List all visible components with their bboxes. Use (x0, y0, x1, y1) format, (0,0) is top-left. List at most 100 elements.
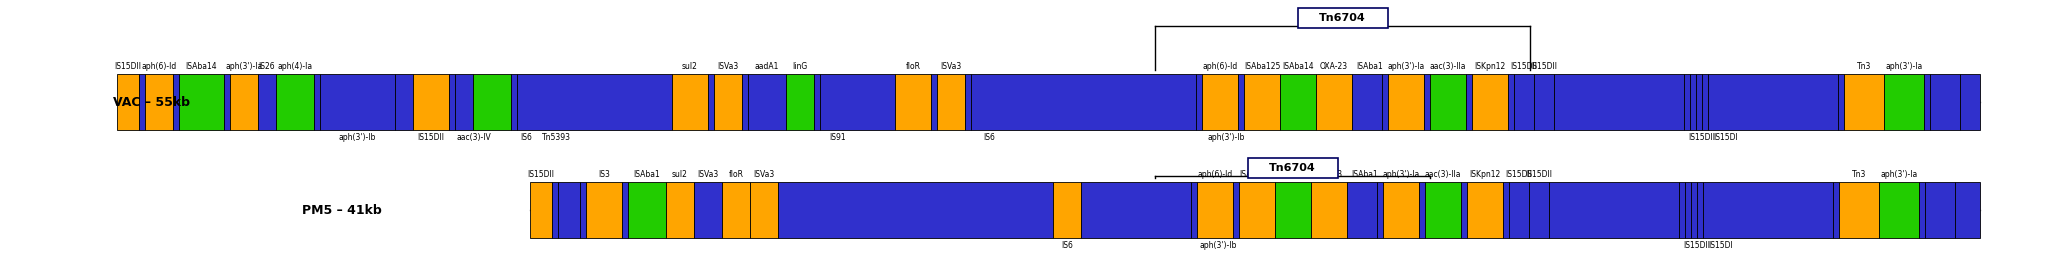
Bar (1691, 74, 1697, 130)
Bar (895, 74, 932, 130)
Bar (932, 74, 938, 130)
Text: ISKpn12: ISKpn12 (1469, 170, 1502, 179)
Bar (179, 74, 224, 130)
Bar (1467, 74, 1473, 130)
Bar (1685, 182, 1691, 238)
Bar (1697, 182, 1703, 238)
Bar (1514, 74, 1535, 130)
Bar (786, 74, 815, 130)
Bar (621, 182, 627, 238)
Text: VAC – 55kb: VAC – 55kb (113, 96, 189, 109)
Text: ISAba125: ISAba125 (1238, 170, 1275, 179)
Bar (1839, 74, 1843, 130)
Text: Tn5393: Tn5393 (541, 133, 570, 142)
Bar (673, 74, 708, 130)
Bar (1919, 182, 1925, 238)
Bar (1839, 182, 1878, 238)
Bar (714, 74, 743, 130)
Bar (1679, 182, 1685, 238)
Bar (1082, 182, 1191, 238)
Bar (1703, 182, 1833, 238)
Bar (144, 74, 173, 130)
Bar (1347, 182, 1376, 238)
Bar (1423, 74, 1430, 130)
Bar (257, 74, 276, 130)
Bar (965, 74, 971, 130)
Bar (1685, 74, 1691, 130)
Text: Tn3: Tn3 (1857, 62, 1872, 71)
Bar (1310, 182, 1347, 238)
Text: ISKpn12: ISKpn12 (1475, 62, 1506, 71)
Text: PM5 – 41kb: PM5 – 41kb (302, 204, 383, 216)
Bar (1382, 74, 1388, 130)
Text: aph(3')-Ib: aph(3')-Ib (1199, 241, 1236, 250)
Bar (1201, 74, 1238, 130)
Text: IS6: IS6 (983, 133, 996, 142)
Bar (1195, 74, 1201, 130)
Text: IS15DII: IS15DII (527, 170, 555, 179)
Text: IS15DI: IS15DI (1709, 241, 1734, 250)
Text: IS91: IS91 (829, 133, 845, 142)
Bar (821, 74, 895, 130)
Text: OXA-23: OXA-23 (1314, 170, 1343, 179)
Bar (708, 74, 714, 130)
Text: aph(4)-Ia: aph(4)-Ia (278, 62, 313, 71)
Bar (1382, 182, 1419, 238)
Text: linG: linG (792, 62, 808, 71)
Text: IS15DII: IS15DII (1526, 170, 1553, 179)
Bar (224, 74, 230, 130)
Text: floR: floR (905, 62, 919, 71)
Text: aph(3')-Ia: aph(3')-Ia (1382, 170, 1419, 179)
Bar (1238, 74, 1244, 130)
Bar (971, 74, 1195, 130)
Text: sul2: sul2 (683, 62, 697, 71)
Bar (315, 74, 321, 130)
Bar (1929, 74, 1960, 130)
Bar (815, 74, 821, 130)
Bar (1247, 158, 1337, 178)
Bar (117, 74, 140, 130)
Text: ISVa3: ISVa3 (718, 62, 738, 71)
Bar (1388, 74, 1423, 130)
Bar (1954, 182, 1981, 238)
Bar (1275, 182, 1310, 238)
Bar (586, 182, 621, 238)
Bar (1553, 74, 1685, 130)
Bar (1504, 182, 1510, 238)
Bar (1549, 182, 1679, 238)
Bar (1053, 182, 1082, 238)
Text: Tn3: Tn3 (1851, 170, 1866, 179)
Bar (1376, 182, 1382, 238)
Text: aph(3')-Ia: aph(3')-Ia (1886, 62, 1923, 71)
Bar (1191, 182, 1197, 238)
Bar (516, 74, 673, 130)
Bar (557, 182, 580, 238)
Bar (1238, 182, 1275, 238)
Bar (1197, 182, 1232, 238)
Text: Tn6704: Tn6704 (1269, 163, 1316, 173)
Text: aph(6)-Id: aph(6)-Id (1203, 62, 1238, 71)
Bar (455, 74, 473, 130)
Text: ISAba14: ISAba14 (185, 62, 218, 71)
Bar (1697, 74, 1701, 130)
Text: aac(3)-IIa: aac(3)-IIa (1430, 62, 1467, 71)
Bar (1701, 74, 1707, 130)
Text: IS15DII: IS15DII (1506, 170, 1532, 179)
Bar (1232, 182, 1238, 238)
Bar (1707, 74, 1839, 130)
Bar (1467, 182, 1504, 238)
Bar (580, 182, 586, 238)
Text: IS15DII: IS15DII (1683, 241, 1711, 250)
Text: Tn6704: Tn6704 (1319, 13, 1366, 23)
Bar (666, 182, 693, 238)
Text: ISAba1: ISAba1 (1358, 62, 1384, 71)
Bar (510, 74, 516, 130)
Bar (1923, 74, 1929, 130)
Text: IS15DII: IS15DII (1510, 62, 1537, 71)
Text: aac(3)-IV: aac(3)-IV (457, 133, 492, 142)
Bar (722, 182, 751, 238)
Text: aac(3)-IIa: aac(3)-IIa (1426, 170, 1460, 179)
Bar (1298, 8, 1388, 28)
Text: ISAba14: ISAba14 (1277, 170, 1308, 179)
Text: IS15DI: IS15DI (1713, 133, 1738, 142)
